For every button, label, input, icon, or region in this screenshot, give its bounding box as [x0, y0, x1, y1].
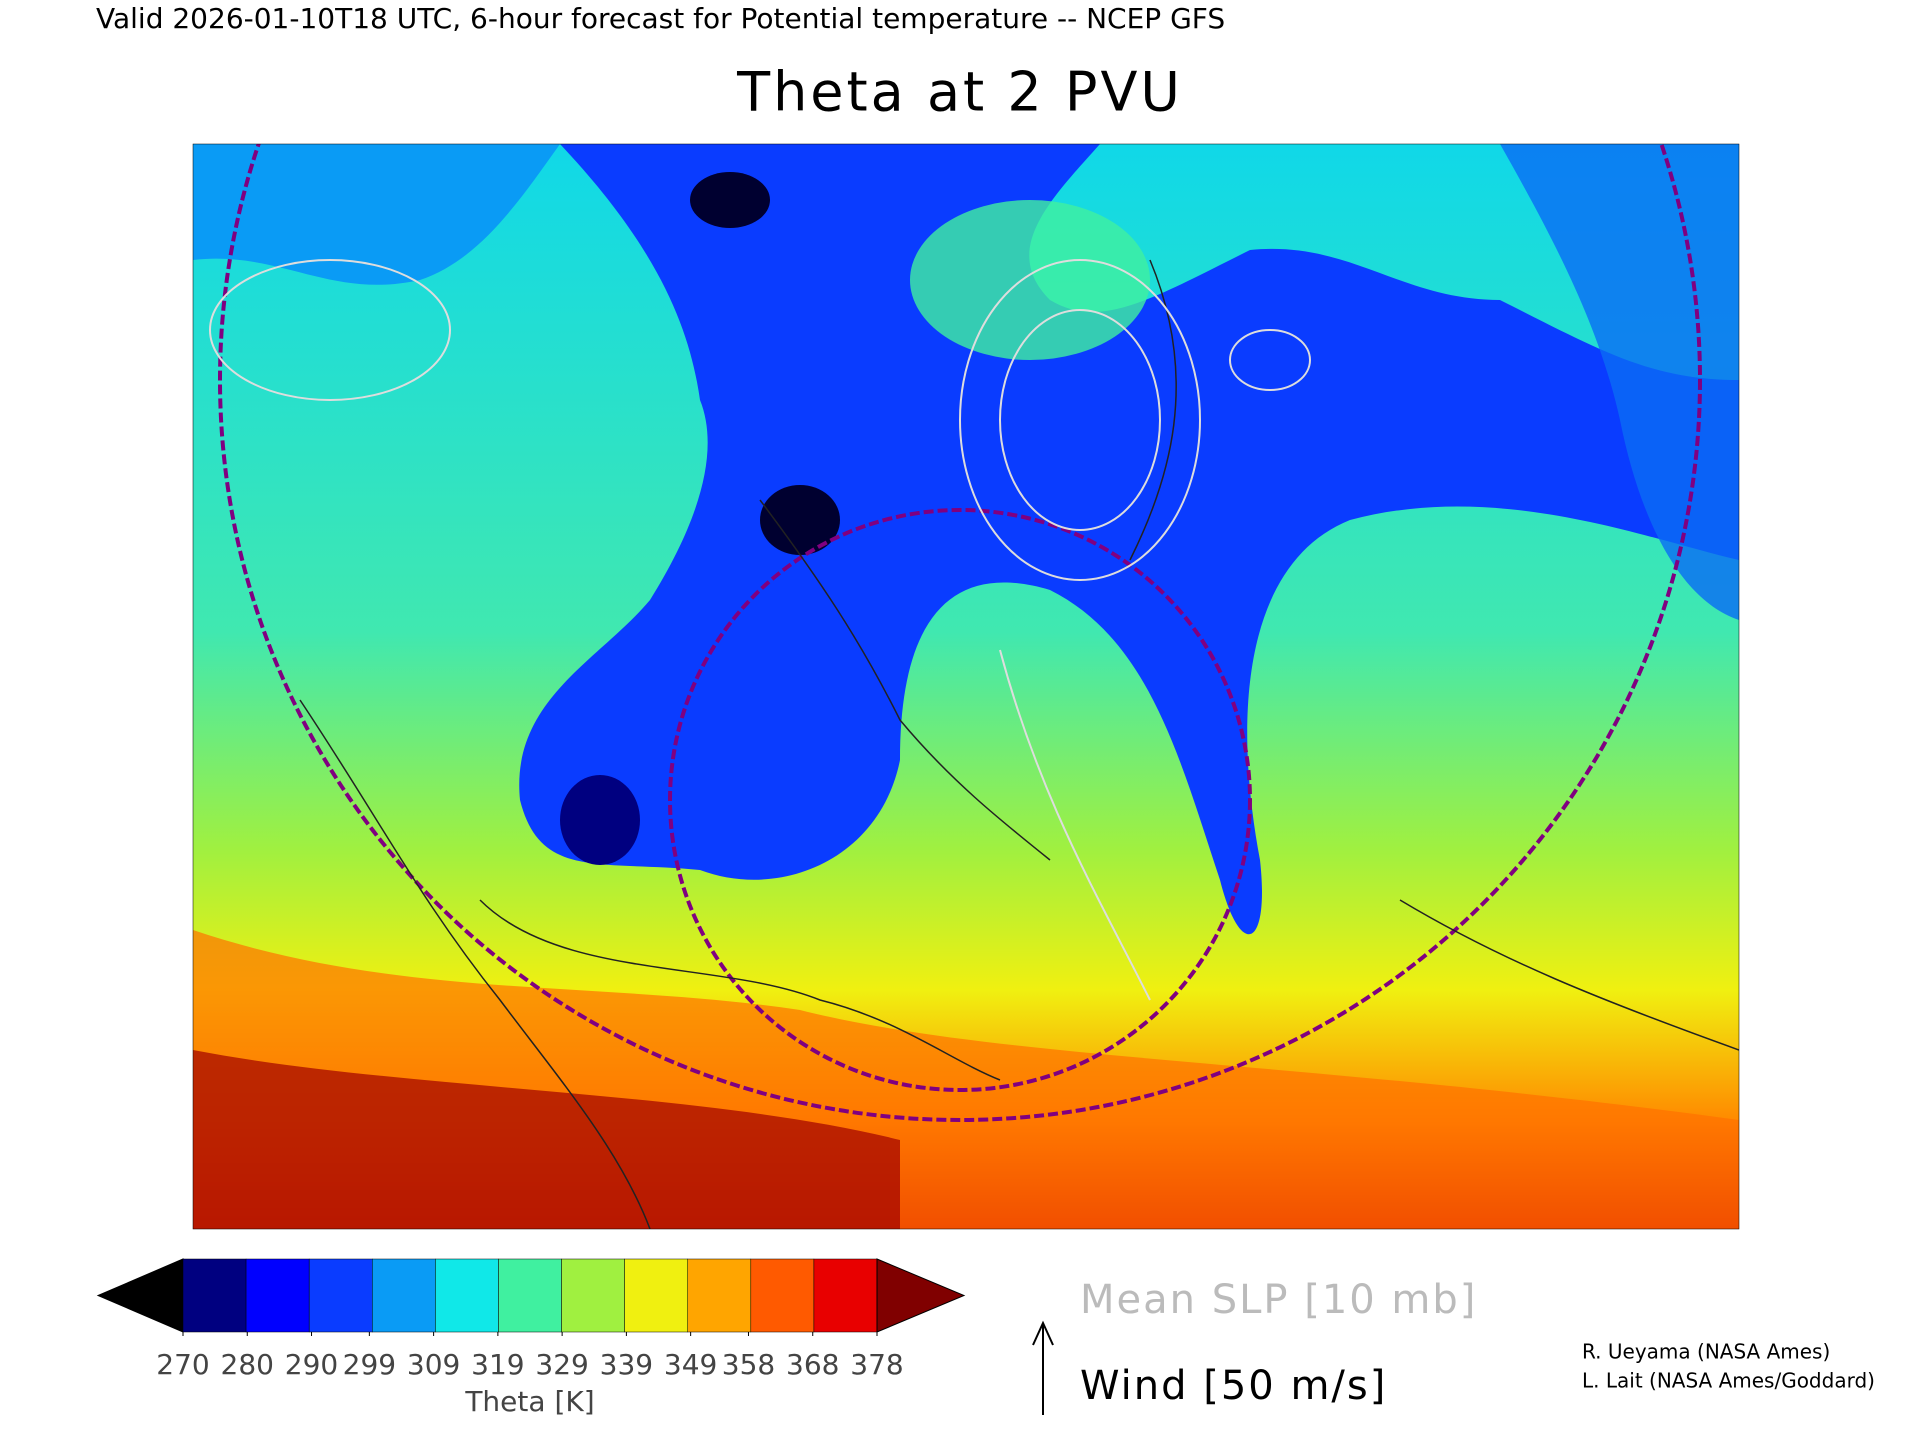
colorbar-tick-label: 309	[407, 1348, 460, 1381]
cold-region	[519, 144, 1739, 935]
credit: R. Ueyama (NASA Ames)	[1582, 1340, 1830, 1364]
colorbar-box	[498, 1258, 562, 1333]
colorbar-high-arrow	[876, 1258, 966, 1333]
colorbar-tick-label: 329	[535, 1348, 588, 1381]
map-title: Theta at 2 PVU	[736, 61, 1183, 124]
colorbar-box	[182, 1258, 247, 1333]
wind-legend: Wind [50 m/s]	[1080, 1363, 1387, 1409]
colorbar-tick-label: 378	[850, 1348, 903, 1381]
wind-arrow-head	[1032, 1320, 1054, 1346]
colorbar-box	[813, 1258, 878, 1333]
colorbar-low-arrow	[96, 1258, 184, 1333]
valid-line: Valid 2026-01-10T18 UTC, 6-hour forecast…	[96, 2, 1225, 35]
colorbar-box	[245, 1258, 310, 1333]
colorbar-tick-label: 349	[664, 1348, 717, 1381]
colorbar-box	[372, 1258, 436, 1333]
slp-contours	[209, 259, 1311, 1001]
cold-core	[760, 485, 840, 555]
cool-region	[193, 144, 560, 285]
colorbar-box	[750, 1258, 815, 1333]
hot-region	[193, 1050, 900, 1229]
credit: L. Lait (NASA Ames/Goddard)	[1582, 1369, 1875, 1393]
colorbar-tick-label: 339	[600, 1348, 653, 1381]
colorbar-tick-label: 270	[156, 1348, 209, 1381]
cold-core	[690, 172, 770, 228]
colorbar-tick-label: 280	[221, 1348, 274, 1381]
cold-core	[560, 775, 640, 865]
coastlines	[299, 259, 1739, 1229]
slp-legend: Mean SLP [10 mb]	[1080, 1277, 1477, 1323]
colorbar-label: Theta [K]	[464, 1385, 594, 1418]
map	[193, 144, 1739, 1229]
colorbar-tick-label: 299	[343, 1348, 396, 1381]
colorbar-tick-label: 319	[471, 1348, 524, 1381]
map-frame	[192, 143, 1740, 1230]
colorbar-tick-label: 358	[722, 1348, 775, 1381]
latitude-circles	[218, 144, 1702, 1122]
colorbar-box	[435, 1258, 499, 1333]
mild-region	[910, 200, 1150, 360]
colorbar-box	[561, 1258, 625, 1333]
colorbar-tick-label: 290	[285, 1348, 338, 1381]
colorbar-box	[308, 1258, 373, 1333]
cool-region	[1500, 144, 1739, 620]
colorbar-tick-label: 368	[786, 1348, 839, 1381]
colorbar: 270 280 290 299 309 319 329 339 349 358 368 378	[96, 1258, 966, 1381]
colorbar-box	[624, 1258, 688, 1333]
colorbar-box	[687, 1258, 752, 1333]
